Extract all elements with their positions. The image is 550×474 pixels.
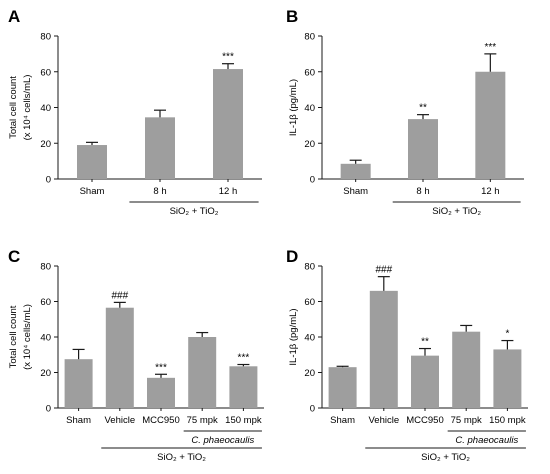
panel-d: D 0 20 40 60 80 IL-1β (pg/mL) Sham ### Vehicle ** M… [286,247,528,463]
significance-label: *** [222,52,234,63]
significance-label: ### [375,265,392,276]
bar [328,367,357,408]
bar [493,349,522,408]
x-tick-label: Sham [80,186,105,197]
x-tick-label: Sham [343,186,368,197]
group-label: SiO₂ + TiO₂ [157,452,206,463]
panel-c: C 0 20 40 60 80 Total cell count (x 10⁴ cells/m… [8,247,264,463]
significance-label: *** [484,42,496,53]
panel-letter: C [8,247,20,266]
bar [105,307,134,408]
bar [229,366,258,408]
bar [64,359,93,408]
x-tick-label: MCC950 [406,415,444,426]
y-tick-label: 80 [304,262,315,273]
y-tick-label: 60 [40,297,51,308]
y-tick-label: 20 [304,139,315,150]
x-tick-label: 75 mpk [451,415,482,426]
panel-a: A 0 20 40 60 80 Total cell count (x 10⁴ cells/m… [8,7,262,217]
y-tick-label: 0 [46,404,51,415]
panel-letter: A [8,7,20,26]
bar [147,377,175,408]
group-label: C. phaeocaulis [455,435,518,446]
y-axis-label-units: (x 10⁴ cells/mL) [22,304,33,370]
bar [475,71,506,179]
x-tick-label: 8 h [416,186,429,197]
group-label: C. phaeocaulis [191,435,254,446]
x-tick-label: 150 mpk [489,415,526,426]
y-tick-label: 20 [40,139,51,150]
bar [188,337,217,408]
x-tick-label: 12 h [219,186,238,197]
y-tick-label: 40 [304,333,315,344]
y-tick-label: 40 [40,103,51,114]
panel-letter: B [286,7,298,26]
bar [145,117,175,179]
significance-label: ** [421,337,429,348]
bar [369,290,398,408]
x-tick-label: 75 mpk [187,415,218,426]
y-tick-label: 0 [46,175,51,186]
y-tick-label: 0 [310,175,315,186]
bar [77,145,107,179]
group-label: SiO₂ + TiO₂ [421,452,470,463]
y-tick-label: 20 [40,368,51,379]
y-tick-label: 80 [40,32,51,43]
y-axis-label: IL-1β (pg/mL) [288,79,299,136]
significance-label: ### [111,290,128,301]
bar [408,119,438,179]
significance-label: *** [155,362,167,373]
panel-letter: D [286,247,298,266]
y-tick-label: 60 [304,67,315,78]
y-tick-label: 20 [304,368,315,379]
y-axis-label: IL-1β (pg/mL) [288,308,299,365]
group-label: SiO₂ + TiO₂ [432,206,481,217]
x-tick-label: Vehicle [104,415,135,426]
panel-b: B 0 20 40 60 80 IL-1β (pg/mL) Sham ** 8 h *** 12 hS… [286,7,524,217]
bar [452,331,481,408]
bar [213,69,243,179]
bar [411,355,439,408]
y-tick-label: 80 [304,32,315,43]
y-tick-label: 60 [40,67,51,78]
x-tick-label: Sham [66,415,91,426]
group-label: SiO₂ + TiO₂ [170,206,219,217]
y-tick-label: 0 [310,404,315,415]
x-tick-label: Vehicle [368,415,399,426]
significance-label: ** [419,103,427,114]
y-axis-label-units: (x 10⁴ cells/mL) [22,75,33,141]
y-axis-label: Total cell count [8,305,19,368]
y-tick-label: 40 [304,103,315,114]
y-tick-label: 80 [40,262,51,273]
y-axis-label: Total cell count [8,76,19,139]
significance-label: *** [238,353,250,364]
x-tick-label: Sham [330,415,355,426]
x-tick-label: 8 h [153,186,166,197]
y-tick-label: 40 [40,333,51,344]
y-tick-label: 60 [304,297,315,308]
x-tick-label: 150 mpk [225,415,262,426]
bar [340,163,371,179]
significance-label: * [505,329,509,340]
x-tick-label: MCC950 [142,415,180,426]
x-tick-label: 12 h [481,186,500,197]
